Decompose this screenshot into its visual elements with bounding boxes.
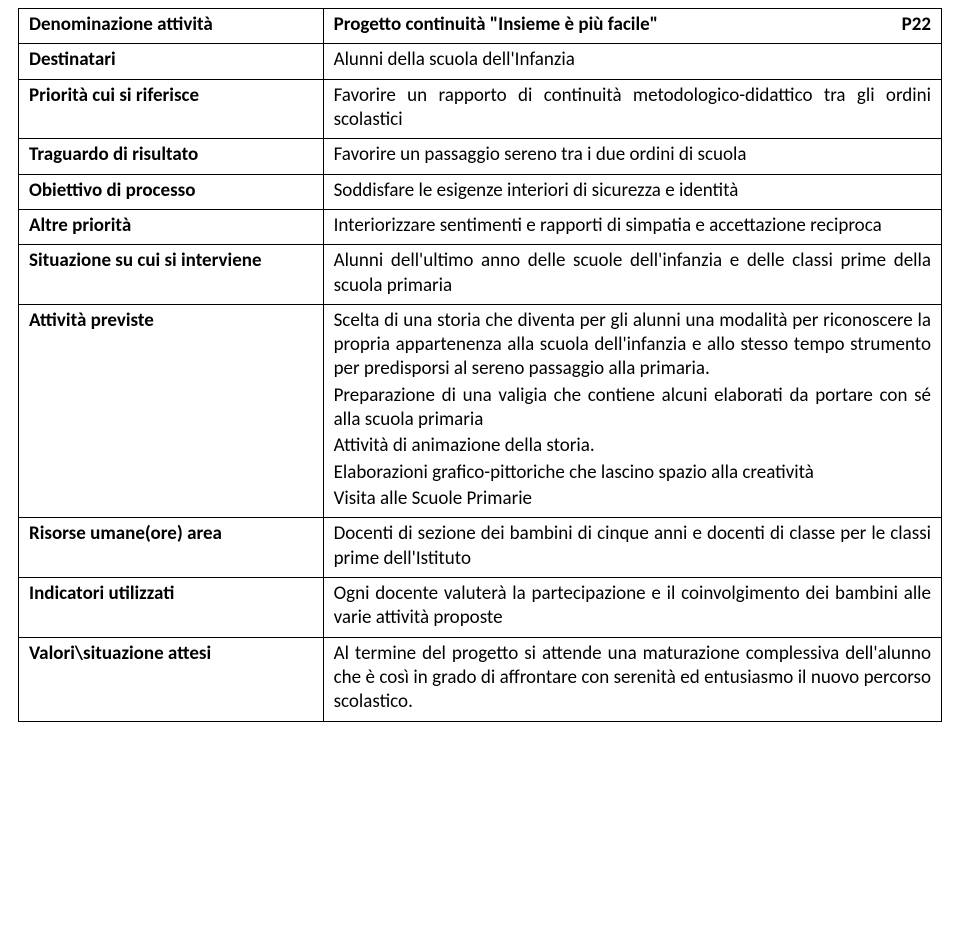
table-body: Denominazione attività Progetto continuit… — [19, 9, 942, 722]
table-row: Priorità cui si riferisceFavorire un rap… — [19, 79, 942, 139]
table-row: Altre prioritàInteriorizzare sentimenti … — [19, 209, 942, 244]
row-value: Alunni dell'ultimo anno delle scuole del… — [323, 245, 941, 305]
table-row: Attività previsteScelta di una storia ch… — [19, 304, 942, 518]
row-label: Altre priorità — [19, 209, 324, 244]
row-label: Destinatari — [19, 44, 324, 79]
row-value: Docenti di sezione dei bambini di cinque… — [323, 518, 941, 578]
row-label: Obiettivo di processo — [19, 174, 324, 209]
table-row: Risorse umane(ore) areaDocenti di sezion… — [19, 518, 942, 578]
value-paragraph: Elaborazioni grafico-pittoriche che lasc… — [334, 461, 931, 485]
project-title: Progetto continuità "Insieme è più facil… — [334, 13, 658, 36]
row-value: Alunni della scuola dell'Infanzia — [323, 44, 941, 79]
row-label: Indicatori utilizzati — [19, 577, 324, 637]
document-page: Denominazione attività Progetto continuit… — [0, 0, 960, 740]
value-paragraph: Attività di animazione della storia. — [334, 434, 931, 458]
row-value: Ogni docente valuterà la partecipazione … — [323, 577, 941, 637]
row-value: Scelta di una storia che diventa per gli… — [323, 304, 941, 518]
row-value: Favorire un passaggio sereno tra i due o… — [323, 139, 941, 174]
row-label: Valori\situazione attesi — [19, 637, 324, 721]
row-label: Situazione su cui si interviene — [19, 245, 324, 305]
row-value: Interiorizzare sentimenti e rapporti di … — [323, 209, 941, 244]
table-row: Situazione su cui si intervieneAlunni de… — [19, 245, 942, 305]
row-value: Progetto continuità "Insieme è più facil… — [323, 9, 941, 44]
table-row: Denominazione attività Progetto continuit… — [19, 9, 942, 44]
row-label: Priorità cui si riferisce — [19, 79, 324, 139]
row-value: Al termine del progetto si attende una m… — [323, 637, 941, 721]
project-table: Denominazione attività Progetto continuit… — [18, 8, 942, 722]
table-row: Indicatori utilizzatiOgni docente valute… — [19, 577, 942, 637]
project-code: P22 — [902, 13, 931, 37]
table-row: DestinatariAlunni della scuola dell'Infa… — [19, 44, 942, 79]
row-label: Traguardo di risultato — [19, 139, 324, 174]
value-paragraph: Visita alle Scuole Primarie — [334, 487, 931, 511]
row-value: Soddisfare le esigenze interiori di sicu… — [323, 174, 941, 209]
row-label: Risorse umane(ore) area — [19, 518, 324, 578]
table-row: Obiettivo di processoSoddisfare le esige… — [19, 174, 942, 209]
value-paragraph: Preparazione di una valigia che contiene… — [334, 384, 931, 433]
row-value: Favorire un rapporto di continuità metod… — [323, 79, 941, 139]
table-row: Traguardo di risultatoFavorire un passag… — [19, 139, 942, 174]
table-row: Valori\situazione attesiAl termine del p… — [19, 637, 942, 721]
row-label: Attività previste — [19, 304, 324, 518]
value-paragraph: Scelta di una storia che diventa per gli… — [334, 309, 931, 382]
row-label: Denominazione attività — [19, 9, 324, 44]
